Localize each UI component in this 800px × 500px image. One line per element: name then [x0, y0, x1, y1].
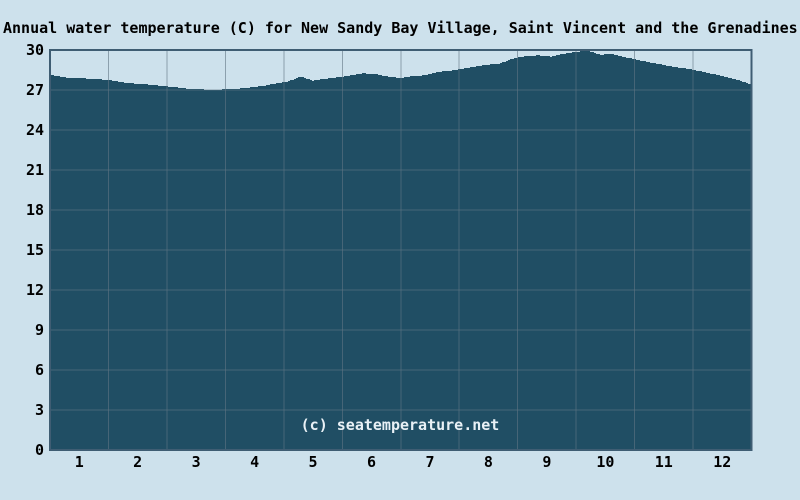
x-axis-tick-11: 11 — [654, 453, 673, 471]
x-axis-tick-12: 12 — [713, 453, 732, 471]
x-axis-tick-1: 1 — [74, 453, 84, 471]
y-axis-tick-30: 30 — [25, 41, 44, 59]
y-axis-tick-6: 6 — [34, 361, 44, 379]
x-axis-tick-4: 4 — [250, 453, 260, 471]
y-axis-tick-27: 27 — [25, 81, 44, 99]
x-axis-tick-8: 8 — [483, 453, 493, 471]
x-axis-tick-7: 7 — [425, 453, 435, 471]
y-axis-tick-24: 24 — [25, 121, 44, 139]
x-axis-tick-10: 10 — [596, 453, 615, 471]
y-axis-tick-9: 9 — [34, 321, 44, 339]
watermark: (c) seatemperature.net — [300, 416, 500, 434]
x-axis-tick-5: 5 — [308, 453, 318, 471]
y-axis-tick-15: 15 — [25, 241, 44, 259]
chart-title: Annual water temperature (C) for New San… — [3, 19, 798, 37]
y-axis-tick-12: 12 — [25, 281, 44, 299]
plot-border — [49, 49, 753, 451]
y-axis-tick-3: 3 — [34, 401, 44, 419]
gridlines — [50, 50, 752, 450]
x-axis-tick-9: 9 — [542, 453, 552, 471]
x-axis-tick-6: 6 — [367, 453, 377, 471]
x-axis-tick-2: 2 — [133, 453, 143, 471]
y-axis-tick-21: 21 — [25, 161, 44, 179]
x-axis-tick-3: 3 — [191, 453, 201, 471]
y-axis-tick-18: 18 — [25, 201, 44, 219]
y-axis-tick-0: 0 — [34, 441, 44, 459]
